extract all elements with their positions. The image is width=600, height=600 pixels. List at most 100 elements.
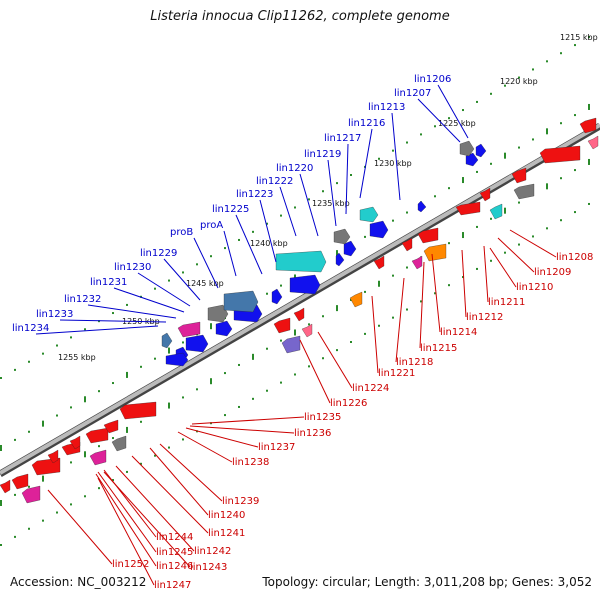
plus-label-leader	[235, 214, 263, 275]
tick-mark	[532, 235, 534, 238]
gene-arrow	[417, 227, 439, 244]
tick-mark	[448, 242, 450, 245]
tick-mark	[434, 125, 436, 128]
plus-gene-label: lin1232	[64, 294, 101, 305]
gene-arrow	[411, 255, 423, 270]
plus-label-leader	[437, 84, 469, 139]
tick-mark	[560, 177, 562, 180]
tick-mark	[56, 344, 58, 347]
tick-mark	[210, 323, 212, 330]
tick-mark	[294, 206, 296, 209]
plus-gene-label: lin1220	[276, 163, 313, 174]
plus-gene-label: lin1223	[236, 189, 273, 200]
topology-text: Topology: circular; Length: 3,011,208 bp…	[262, 575, 592, 589]
tick-mark	[490, 162, 492, 165]
tick-mark	[224, 247, 226, 250]
minus-label-leader	[131, 455, 209, 534]
scale-tick-label: 1255 kbp	[58, 353, 96, 362]
plus-gene-label: proB	[170, 227, 193, 238]
plus-gene-label: lin1216	[348, 118, 385, 129]
tick-mark	[266, 222, 268, 225]
minus-label-leader	[395, 277, 405, 363]
tick-mark	[546, 227, 548, 230]
gene-arrow	[373, 255, 385, 270]
tick-mark	[294, 329, 296, 336]
gene-arrow	[207, 304, 229, 323]
plus-gene-label: lin1231	[90, 277, 127, 288]
gene-arrow	[511, 167, 527, 184]
tick-mark	[182, 438, 184, 441]
tick-mark	[350, 341, 352, 343]
gene-arrow	[21, 485, 41, 504]
tick-mark	[490, 259, 492, 262]
tick-mark	[168, 347, 170, 354]
minus-label-leader	[317, 331, 353, 389]
tick-mark	[308, 365, 310, 368]
plus-label-leader	[137, 272, 191, 307]
tick-mark	[0, 500, 2, 506]
minus-label-leader	[47, 489, 113, 565]
tick-mark	[546, 183, 548, 190]
minus-label-leader	[177, 431, 233, 463]
tick-mark	[532, 138, 534, 141]
plus-gene-label: lin1230	[114, 262, 151, 273]
tick-mark	[84, 396, 86, 403]
plus-gene-label: lin1206	[414, 74, 451, 85]
gene-arrow	[289, 274, 321, 295]
tick-mark	[210, 255, 212, 258]
minus-gene-label: lin1224	[352, 383, 389, 394]
tick-mark	[378, 157, 380, 160]
tick-mark	[0, 377, 2, 379]
tick-mark	[182, 271, 184, 274]
minus-gene-label: lin1210	[516, 282, 553, 293]
gene-arrow	[587, 135, 599, 150]
plus-gene-label: lin1229	[140, 248, 177, 259]
tick-mark	[42, 475, 44, 482]
tick-mark	[518, 243, 520, 246]
tick-mark	[14, 535, 16, 538]
tick-mark	[518, 76, 520, 79]
plus-label-leader	[359, 128, 373, 199]
minus-gene-label: lin1236	[294, 428, 331, 439]
gene-arrow	[579, 117, 597, 134]
tick-mark	[350, 174, 352, 176]
tick-mark	[98, 487, 100, 490]
plus-label-leader	[163, 258, 201, 301]
plus-label-leader	[417, 98, 461, 143]
tick-mark	[266, 347, 268, 350]
tick-mark	[448, 117, 450, 120]
tick-mark	[84, 451, 86, 458]
tick-mark	[322, 315, 324, 318]
gene-arrow	[489, 203, 503, 220]
tick-mark	[504, 207, 506, 214]
scale-tick-label: 1215 kbp	[560, 33, 598, 42]
tick-mark	[462, 109, 464, 112]
gene-arrow	[301, 323, 313, 338]
tick-mark	[378, 324, 380, 327]
tick-mark	[322, 357, 324, 360]
backbone-line	[0, 123, 600, 475]
minus-gene-label: lin1221	[378, 368, 415, 379]
tick-mark	[532, 68, 534, 71]
tick-mark	[588, 35, 590, 38]
plus-label-leader	[391, 112, 401, 201]
tick-mark	[588, 158, 590, 165]
tick-mark	[70, 503, 72, 506]
tick-mark	[476, 267, 478, 270]
gene-arrow	[165, 352, 189, 367]
tick-mark	[126, 426, 128, 433]
plus-gene-label: lin1213	[368, 102, 405, 113]
tick-mark	[14, 368, 16, 371]
minus-label-leader	[95, 473, 157, 567]
minus-gene-label: lin1209	[534, 267, 571, 278]
tick-mark	[154, 357, 156, 360]
tick-mark	[28, 485, 30, 488]
tick-mark	[574, 114, 576, 117]
minus-gene-label: lin1218	[396, 357, 433, 368]
tick-mark	[42, 420, 44, 427]
tick-mark	[504, 251, 506, 254]
gene-arrow	[335, 252, 345, 267]
tick-mark	[140, 462, 142, 465]
tick-mark	[462, 232, 464, 239]
gene-labels: lin1206 lin1207 lin1213 lin1216 lin1217 lin12…	[12, 74, 593, 591]
